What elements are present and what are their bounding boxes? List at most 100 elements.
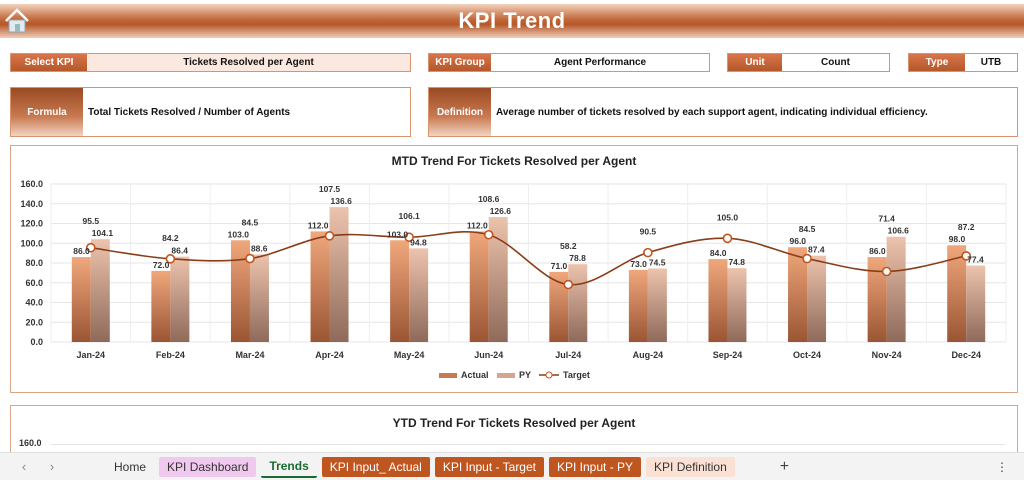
py-data-label: 77.4 (967, 255, 984, 265)
sheet-tab-kpi-dashboard[interactable]: KPI Dashboard (159, 456, 257, 477)
mtd-chart-svg: 0.0 20.0 40.0 60.0 80.0 100.0 120.0 140.0 160.0 J… (20, 179, 1007, 380)
legend-actual-swatch (439, 373, 457, 378)
target-data-label: 84.2 (162, 233, 179, 243)
x-tick-label: Nov-24 (872, 350, 902, 360)
y-tick-label: 120.0 (20, 219, 43, 229)
py-data-label: 126.6 (490, 206, 512, 216)
actual-bar (71, 257, 91, 342)
select-kpi-dropdown[interactable]: Tickets Resolved per Agent (87, 54, 410, 71)
legend-py-swatch (497, 373, 515, 378)
formula-label: Formula (11, 88, 83, 136)
actual-bar (708, 259, 728, 342)
y-tick-label: 80.0 (25, 258, 43, 268)
sheet-tab-kpi-input-py[interactable]: KPI Input - PY (549, 456, 642, 477)
actual-data-label: 103.0 (228, 229, 250, 239)
actual-bar (788, 247, 808, 342)
actual-bar (230, 240, 250, 342)
ytd-chart-title: YTD Trend For Tickets Resolved per Agent (392, 416, 636, 430)
add-sheet-button[interactable]: + (779, 457, 790, 475)
definition-box: Definition Average number of tickets res… (428, 87, 1018, 137)
sheet-tab-home[interactable]: Home (114, 459, 147, 474)
page-title: KPI Trend (458, 8, 566, 33)
actual-data-label: 73.0 (630, 259, 647, 269)
sheet-tab-kpi-input-actual[interactable]: KPI Input_ Actual (321, 456, 430, 477)
py-data-label: 74.5 (649, 257, 666, 267)
py-bar (727, 268, 747, 342)
actual-bar (549, 271, 569, 342)
py-bar (90, 239, 110, 342)
kpi-group-label: KPI Group (429, 54, 491, 71)
next-sheet-icon[interactable]: › (49, 459, 55, 474)
x-tick-label: Apr-24 (315, 350, 344, 360)
x-tick-label: Jul-24 (555, 350, 581, 360)
target-marker (961, 251, 972, 261)
mtd-chart: MTD Trend For Tickets Resolved per Agent… (10, 145, 1018, 393)
y-tick-label: 40.0 (25, 298, 43, 308)
actual-data-label: 84.0 (710, 248, 727, 258)
py-data-label: 87.4 (808, 245, 825, 255)
select-kpi-field[interactable]: Select KPI Tickets Resolved per Agent (10, 53, 411, 72)
home-icon[interactable] (3, 7, 31, 35)
py-data-label: 106.6 (888, 226, 910, 236)
target-marker (483, 229, 494, 240)
y-tick-label: 140.0 (20, 199, 43, 209)
prev-sheet-icon[interactable]: ‹ (21, 459, 27, 474)
formula-box: Formula Total Tickets Resolved / Number … (10, 87, 411, 137)
actual-bar (469, 231, 489, 342)
py-bar (807, 255, 827, 342)
unit-value: Count (821, 57, 850, 68)
actual-data-label: 72.0 (153, 260, 170, 270)
y-tick-label: 160.0 (20, 179, 43, 189)
target-data-label: 84.5 (242, 217, 259, 227)
py-data-label: 136.6 (331, 196, 353, 206)
target-marker (563, 279, 574, 290)
unit-label: Unit (728, 54, 782, 71)
actual-data-label: 103.0 (387, 229, 409, 239)
type-value: UTB (980, 57, 1002, 68)
kpi-group-value: Agent Performance (553, 57, 647, 68)
y-tick-label: 100.0 (20, 238, 43, 248)
ytd-gridline (51, 444, 1005, 445)
actual-data-label: 98.0 (949, 234, 966, 244)
sheet-tab-kpi-input-target[interactable]: KPI Input - Target (434, 456, 544, 477)
py-bar (886, 236, 906, 342)
target-marker (802, 253, 812, 264)
actual-data-label: 112.0 (308, 220, 329, 230)
type-field: Type UTB (908, 53, 1018, 72)
actual-data-label: 86.0 (73, 246, 90, 256)
target-data-label: 58.2 (560, 241, 577, 251)
actual-bar (310, 231, 330, 342)
target-marker (85, 242, 96, 253)
x-tick-label: Dec-24 (951, 350, 981, 360)
target-marker (881, 266, 892, 277)
actual-data-label: 86.0 (869, 246, 886, 256)
sheet-tab-kpi-definition[interactable]: KPI Definition (646, 456, 735, 477)
actual-bar (867, 257, 887, 342)
y-tick-label: 60.0 (25, 278, 43, 288)
legend-target-label: Target (563, 370, 590, 380)
py-data-label: 86.4 (171, 246, 188, 256)
actual-bar (390, 240, 410, 342)
target-data-label: 84.5 (799, 224, 816, 234)
more-options-icon[interactable]: ⋮ (996, 459, 1008, 474)
target-data-label: 87.2 (958, 222, 975, 232)
target-marker (245, 253, 255, 264)
target-data-label: 108.6 (478, 194, 500, 204)
x-tick-label: Oct-24 (793, 350, 821, 360)
select-kpi-label: Select KPI (11, 54, 87, 71)
target-marker (404, 232, 414, 243)
py-bar (329, 207, 349, 342)
target-data-label: 107.5 (319, 184, 341, 194)
target-data-label: 90.5 (640, 227, 657, 237)
target-marker (165, 254, 176, 264)
title-banner: KPI Trend (0, 4, 1024, 38)
py-bar (488, 216, 508, 342)
actual-data-label: 96.0 (789, 236, 806, 246)
py-bar (409, 248, 429, 342)
x-tick-label: Aug-24 (633, 350, 664, 360)
py-data-label: 74.8 (728, 257, 745, 267)
target-marker (722, 233, 733, 244)
target-data-label: 105.0 (717, 212, 739, 222)
mtd-chart-title: MTD Trend For Tickets Resolved per Agent (391, 154, 637, 168)
sheet-tab-trends[interactable]: Trends (261, 456, 317, 478)
